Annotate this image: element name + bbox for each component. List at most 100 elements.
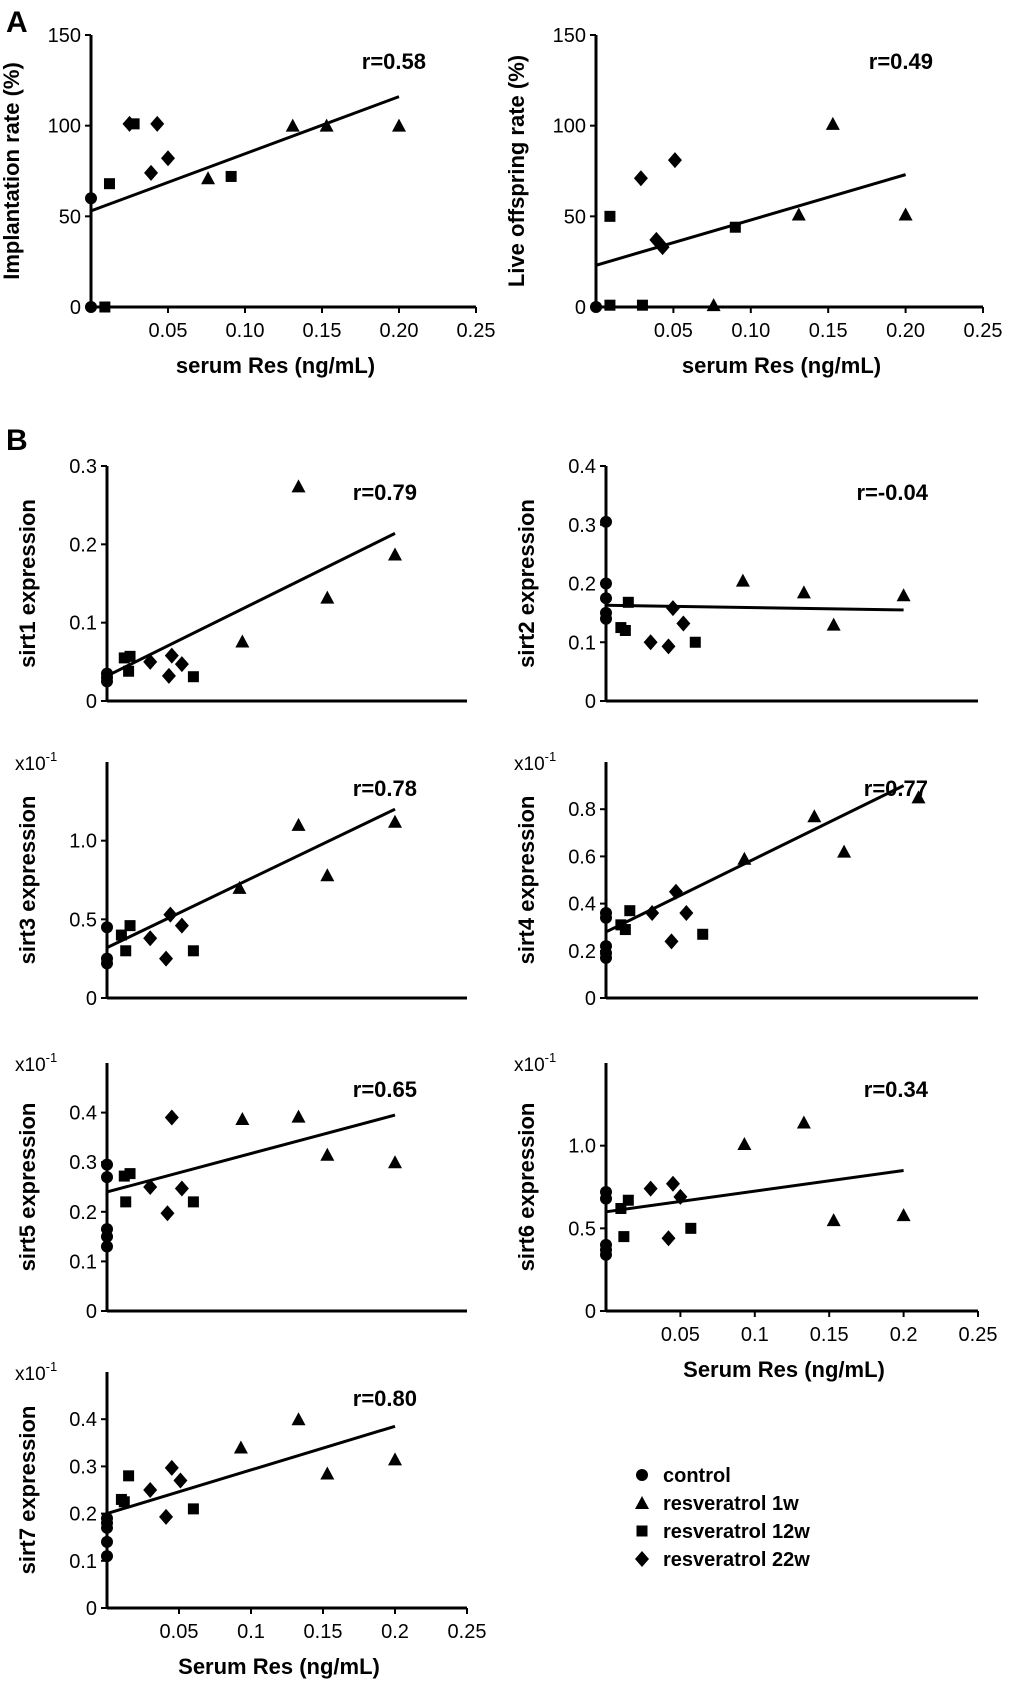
data-point-triangle [320,590,335,604]
x-tick-label: 0.15 [303,320,342,342]
series-resveratrol-22w [122,115,175,181]
x-tick-label: 0.25 [457,320,496,342]
y-tick-label: 0.3 [69,1152,97,1174]
series-control [101,921,113,970]
data-point-square [187,671,199,683]
chart-live-offspring: 0 50 100 150 0.05 0.10 0.15 0.20 0.25 Live offspr… [504,25,1002,378]
series-resveratrol-22w [643,600,691,655]
data-point-square [187,1503,199,1515]
data-point-diamond [150,115,165,132]
data-point-diamond [122,115,137,132]
series-resveratrol-12w [99,118,237,313]
data-point-diamond [174,917,189,934]
legend-marker-diamond [635,1551,649,1567]
series-control [101,1512,113,1563]
data-point-diamond [143,653,158,670]
trendline [605,1168,904,1214]
data-point-circle [600,612,612,625]
x-axis-label: serum Res (ng/mL) [176,353,375,378]
trendline [605,603,904,612]
y-tick-label: 0.1 [69,1551,97,1573]
data-point-diamond [643,1180,658,1197]
data-point-square [123,665,135,677]
x-tick-label: 0.10 [731,320,770,342]
data-point-square [697,928,709,940]
x-tick-label: 0.1 [741,1324,769,1346]
x-axis-label: Serum Res (ng/mL) [683,1357,885,1382]
data-point-diamond [664,933,679,950]
y-tick-label: 0 [70,297,81,319]
series-control [101,667,113,688]
data-point-diamond [633,170,648,187]
y-axis-label: sirt1 expression [15,499,40,668]
x-tick-label: 0.2 [890,1324,918,1346]
data-point-diamond [164,647,179,664]
data-point-diamond [164,1459,179,1476]
chart-sirt7: 0 0.1 0.2 0.3 0.4 0.05 0.1 0.15 0.2 0.25 sirt7 exp… [15,1359,486,1679]
y-tick-label: 0 [86,988,97,1010]
data-point-triangle [235,634,250,648]
correlation-label: r=0.80 [353,1386,417,1411]
data-point-square [120,1196,132,1208]
legend-label: resveratrol 1w [663,1493,799,1515]
data-point-square [619,625,631,636]
series-control [590,301,602,313]
data-point-diamond [174,656,189,673]
series-resveratrol-12w [604,210,741,311]
correlation-label: r=-0.04 [856,480,928,505]
data-point-triangle [235,1112,250,1126]
data-point-square [729,221,741,233]
data-point-square [124,920,136,932]
data-point-diamond [679,905,694,922]
data-point-circle [590,301,602,313]
series-resveratrol-1w [737,1115,911,1227]
data-point-square [624,905,636,917]
data-point-diamond [143,1482,158,1498]
series-resveratrol-22w [645,883,694,950]
correlation-label: r=0.58 [362,49,426,74]
scale-multiplier-label: x10-1 [514,1050,556,1076]
legend-marker-square [636,1525,648,1537]
series-control [85,192,97,313]
data-point-square [118,652,130,664]
data-point-circle [101,1550,113,1563]
trendline [106,807,396,950]
legend-label: control [663,1465,731,1487]
data-point-square [622,596,634,608]
y-tick-label: 0.1 [568,632,596,654]
y-tick-label: 0 [86,1301,97,1323]
series-resveratrol-1w [201,118,406,185]
trendline [90,95,400,213]
data-point-triangle [388,1155,402,1169]
data-point-circle [600,515,612,528]
x-tick-label: 0.05 [149,320,188,342]
x-tick-label: 0.05 [160,1621,199,1643]
y-axis-label: Implantation rate (%) [0,62,24,280]
data-point-triangle [898,207,913,221]
correlation-label: r=0.34 [864,1077,929,1102]
y-tick-label: 0.3 [568,515,596,537]
data-point-circle [600,1192,612,1205]
data-point-diamond [143,930,158,947]
y-tick-label: 0 [585,988,596,1010]
chart-sirt6: 0 0.5 1.0 0.05 0.1 0.15 0.2 0.25 sirt6 expressio… [514,1050,997,1382]
correlation-label: r=0.49 [869,49,933,74]
x-tick-label: 0.2 [381,1621,409,1643]
data-point-square [103,178,115,190]
series-resveratrol-1w [737,790,926,865]
data-point-circle [85,301,97,313]
data-point-triangle [232,880,247,894]
y-tick-label: 1.0 [69,831,97,853]
series-resveratrol-1w [235,479,402,648]
data-point-circle [600,592,612,605]
data-point-diamond [661,638,676,655]
series-resveratrol-1w [706,116,913,312]
legend-entry: resveratrol 12w [636,1521,810,1543]
data-point-triangle [735,573,750,587]
y-axis-label: sirt6 expression [514,1103,539,1272]
data-point-circle [101,1230,113,1243]
series-control [101,1158,113,1253]
data-point-circle [101,921,113,934]
